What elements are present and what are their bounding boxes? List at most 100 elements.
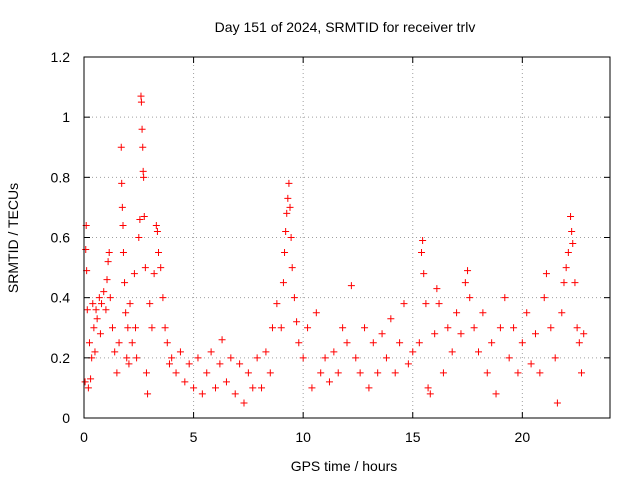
data-point: [203, 369, 211, 377]
data-point: [439, 369, 447, 377]
data-point: [409, 348, 417, 356]
data-point: [284, 194, 292, 202]
data-point: [93, 315, 101, 323]
data-point: [104, 258, 112, 266]
y-tick-label: 0.8: [51, 169, 71, 185]
data-point: [325, 378, 333, 386]
data-point: [573, 324, 581, 332]
data-point: [295, 339, 303, 347]
data-point: [141, 264, 149, 272]
data-point: [139, 167, 147, 175]
data-point: [420, 270, 428, 278]
x-axis-label: GPS time / hours: [291, 458, 398, 474]
data-point: [510, 324, 518, 332]
data-point: [547, 324, 555, 332]
data-point: [212, 384, 219, 392]
y-axis-label: SRMTID / TECUs: [5, 183, 21, 293]
data-point: [488, 339, 496, 347]
data-point: [148, 324, 156, 332]
data-point: [347, 282, 355, 290]
data-point: [569, 240, 577, 248]
data-point: [90, 324, 98, 332]
data-point: [172, 369, 180, 377]
data-point: [125, 360, 133, 368]
data-point: [262, 348, 270, 356]
data-point: [273, 300, 281, 308]
data-point: [161, 324, 169, 332]
data-point: [253, 354, 261, 362]
data-point: [415, 339, 423, 347]
data-point: [176, 348, 184, 356]
data-point: [560, 279, 568, 287]
data-point: [185, 360, 193, 368]
data-point: [334, 369, 342, 377]
data-point: [578, 369, 586, 377]
data-point: [361, 324, 369, 332]
data-point: [115, 339, 123, 347]
data-point: [551, 354, 559, 362]
data-point: [501, 294, 509, 302]
data-point: [312, 309, 320, 317]
data-point: [374, 369, 382, 377]
data-point: [339, 324, 347, 332]
data-point: [268, 324, 276, 332]
data-point: [85, 339, 93, 347]
data-point: [419, 237, 427, 245]
data-point: [96, 330, 104, 338]
data-point: [165, 360, 173, 368]
chart-title: Day 151 of 2024, SRMTID for receiver trl…: [215, 19, 476, 35]
data-point: [89, 300, 97, 308]
data-point: [505, 354, 513, 362]
data-point: [119, 221, 127, 229]
ticks-layer: [83, 56, 610, 419]
data-point: [553, 399, 561, 407]
data-point: [435, 300, 443, 308]
data-point: [159, 294, 167, 302]
data-point: [139, 143, 147, 151]
data-point: [575, 339, 583, 347]
data-point: [448, 348, 456, 356]
data-point: [113, 369, 121, 377]
data-point: [396, 339, 404, 347]
data-point: [567, 212, 575, 220]
data-point: [126, 300, 134, 308]
data-point: [343, 339, 351, 347]
data-point: [404, 360, 412, 368]
data-point: [83, 306, 91, 314]
data-point: [282, 227, 290, 235]
data-point: [540, 294, 548, 302]
data-point: [119, 249, 127, 257]
data-point: [106, 294, 114, 302]
x-tick-label: 0: [80, 429, 88, 445]
data-point: [562, 264, 570, 272]
data-point: [457, 330, 465, 338]
data-point: [514, 369, 522, 377]
data-point: [181, 378, 189, 386]
data-point: [461, 279, 469, 287]
data-point: [249, 384, 257, 392]
data-point: [91, 348, 99, 356]
data-point: [157, 264, 165, 272]
data-point: [564, 249, 572, 257]
data-point: [321, 354, 329, 362]
x-tick-label: 15: [405, 429, 421, 445]
data-point: [330, 348, 338, 356]
data-point: [216, 360, 224, 368]
data-point: [558, 309, 566, 317]
data-point: [470, 324, 478, 332]
data-point: [118, 179, 126, 187]
data-point: [281, 249, 289, 257]
data-point: [286, 203, 294, 211]
data-point: [122, 309, 130, 317]
data-point: [123, 354, 131, 362]
data-points: [81, 92, 588, 407]
data-point: [236, 360, 244, 368]
data-point: [108, 324, 116, 332]
y-tick-label: 1: [62, 109, 70, 125]
x-tick-label: 20: [515, 429, 531, 445]
data-point: [135, 234, 143, 241]
data-point: [479, 309, 487, 317]
data-point: [100, 288, 108, 296]
data-point: [352, 354, 360, 362]
data-point: [279, 279, 287, 287]
